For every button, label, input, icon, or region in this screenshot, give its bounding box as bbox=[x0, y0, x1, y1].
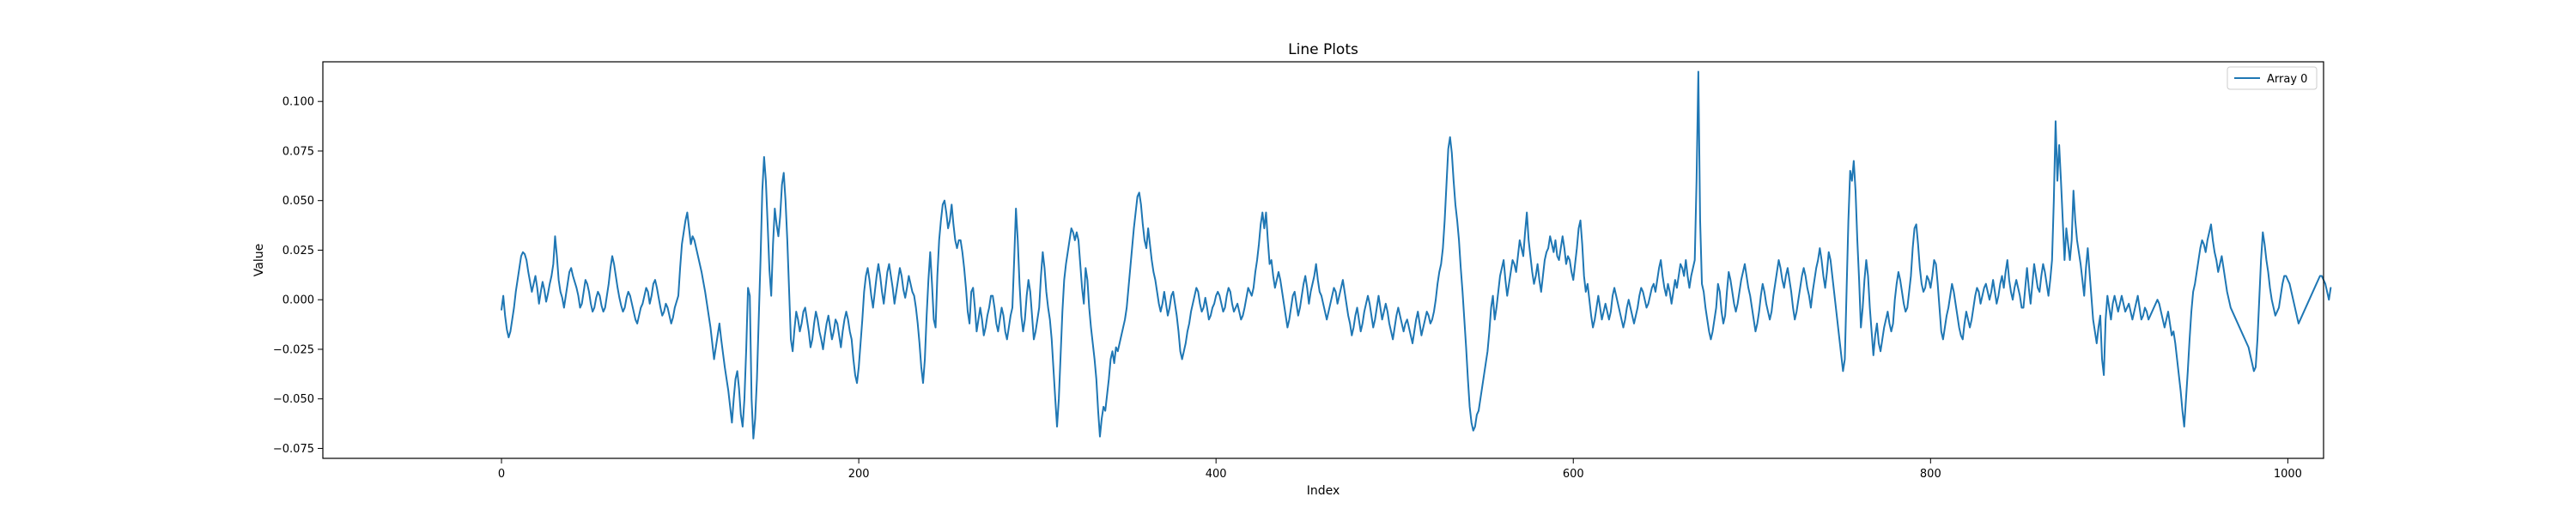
y-tick-label: −0.025 bbox=[273, 343, 314, 356]
y-axis-label: Value bbox=[252, 244, 266, 276]
y-tick-label: 0.000 bbox=[283, 294, 314, 307]
plot-area bbox=[322, 61, 2332, 459]
y-tick-label: 0.050 bbox=[283, 195, 314, 208]
chart-title: Line Plots bbox=[1288, 41, 1358, 58]
x-tick-label: 200 bbox=[848, 468, 870, 481]
legend-label: Array 0 bbox=[2267, 73, 2307, 86]
x-tick-label: 600 bbox=[1563, 468, 1584, 481]
x-axis-label: Index bbox=[1307, 484, 1340, 498]
x-tick-label: 1000 bbox=[2274, 468, 2302, 481]
y-tick-label: −0.050 bbox=[273, 393, 314, 406]
x-tick-label: 800 bbox=[1920, 468, 1941, 481]
y-tick-label: 0.100 bbox=[283, 96, 314, 109]
legend-box bbox=[2227, 66, 2318, 90]
series-line-0 bbox=[501, 70, 2332, 439]
y-tick-label: 0.025 bbox=[283, 245, 314, 258]
x-tick-label: 0 bbox=[498, 468, 505, 481]
legend: Array 0 bbox=[2227, 66, 2318, 90]
y-axis: −0.075 −0.050 −0.025 0.000 0.025 0.050 0.075 0.… bbox=[273, 96, 323, 456]
axes-frame bbox=[322, 61, 2324, 459]
y-tick-label: 0.075 bbox=[283, 145, 314, 158]
series-layer bbox=[501, 70, 2332, 439]
x-tick-label: 400 bbox=[1206, 468, 1227, 481]
x-axis: 0 200 400 600 800 1000 bbox=[498, 458, 2302, 481]
y-tick-label: −0.075 bbox=[273, 443, 314, 456]
